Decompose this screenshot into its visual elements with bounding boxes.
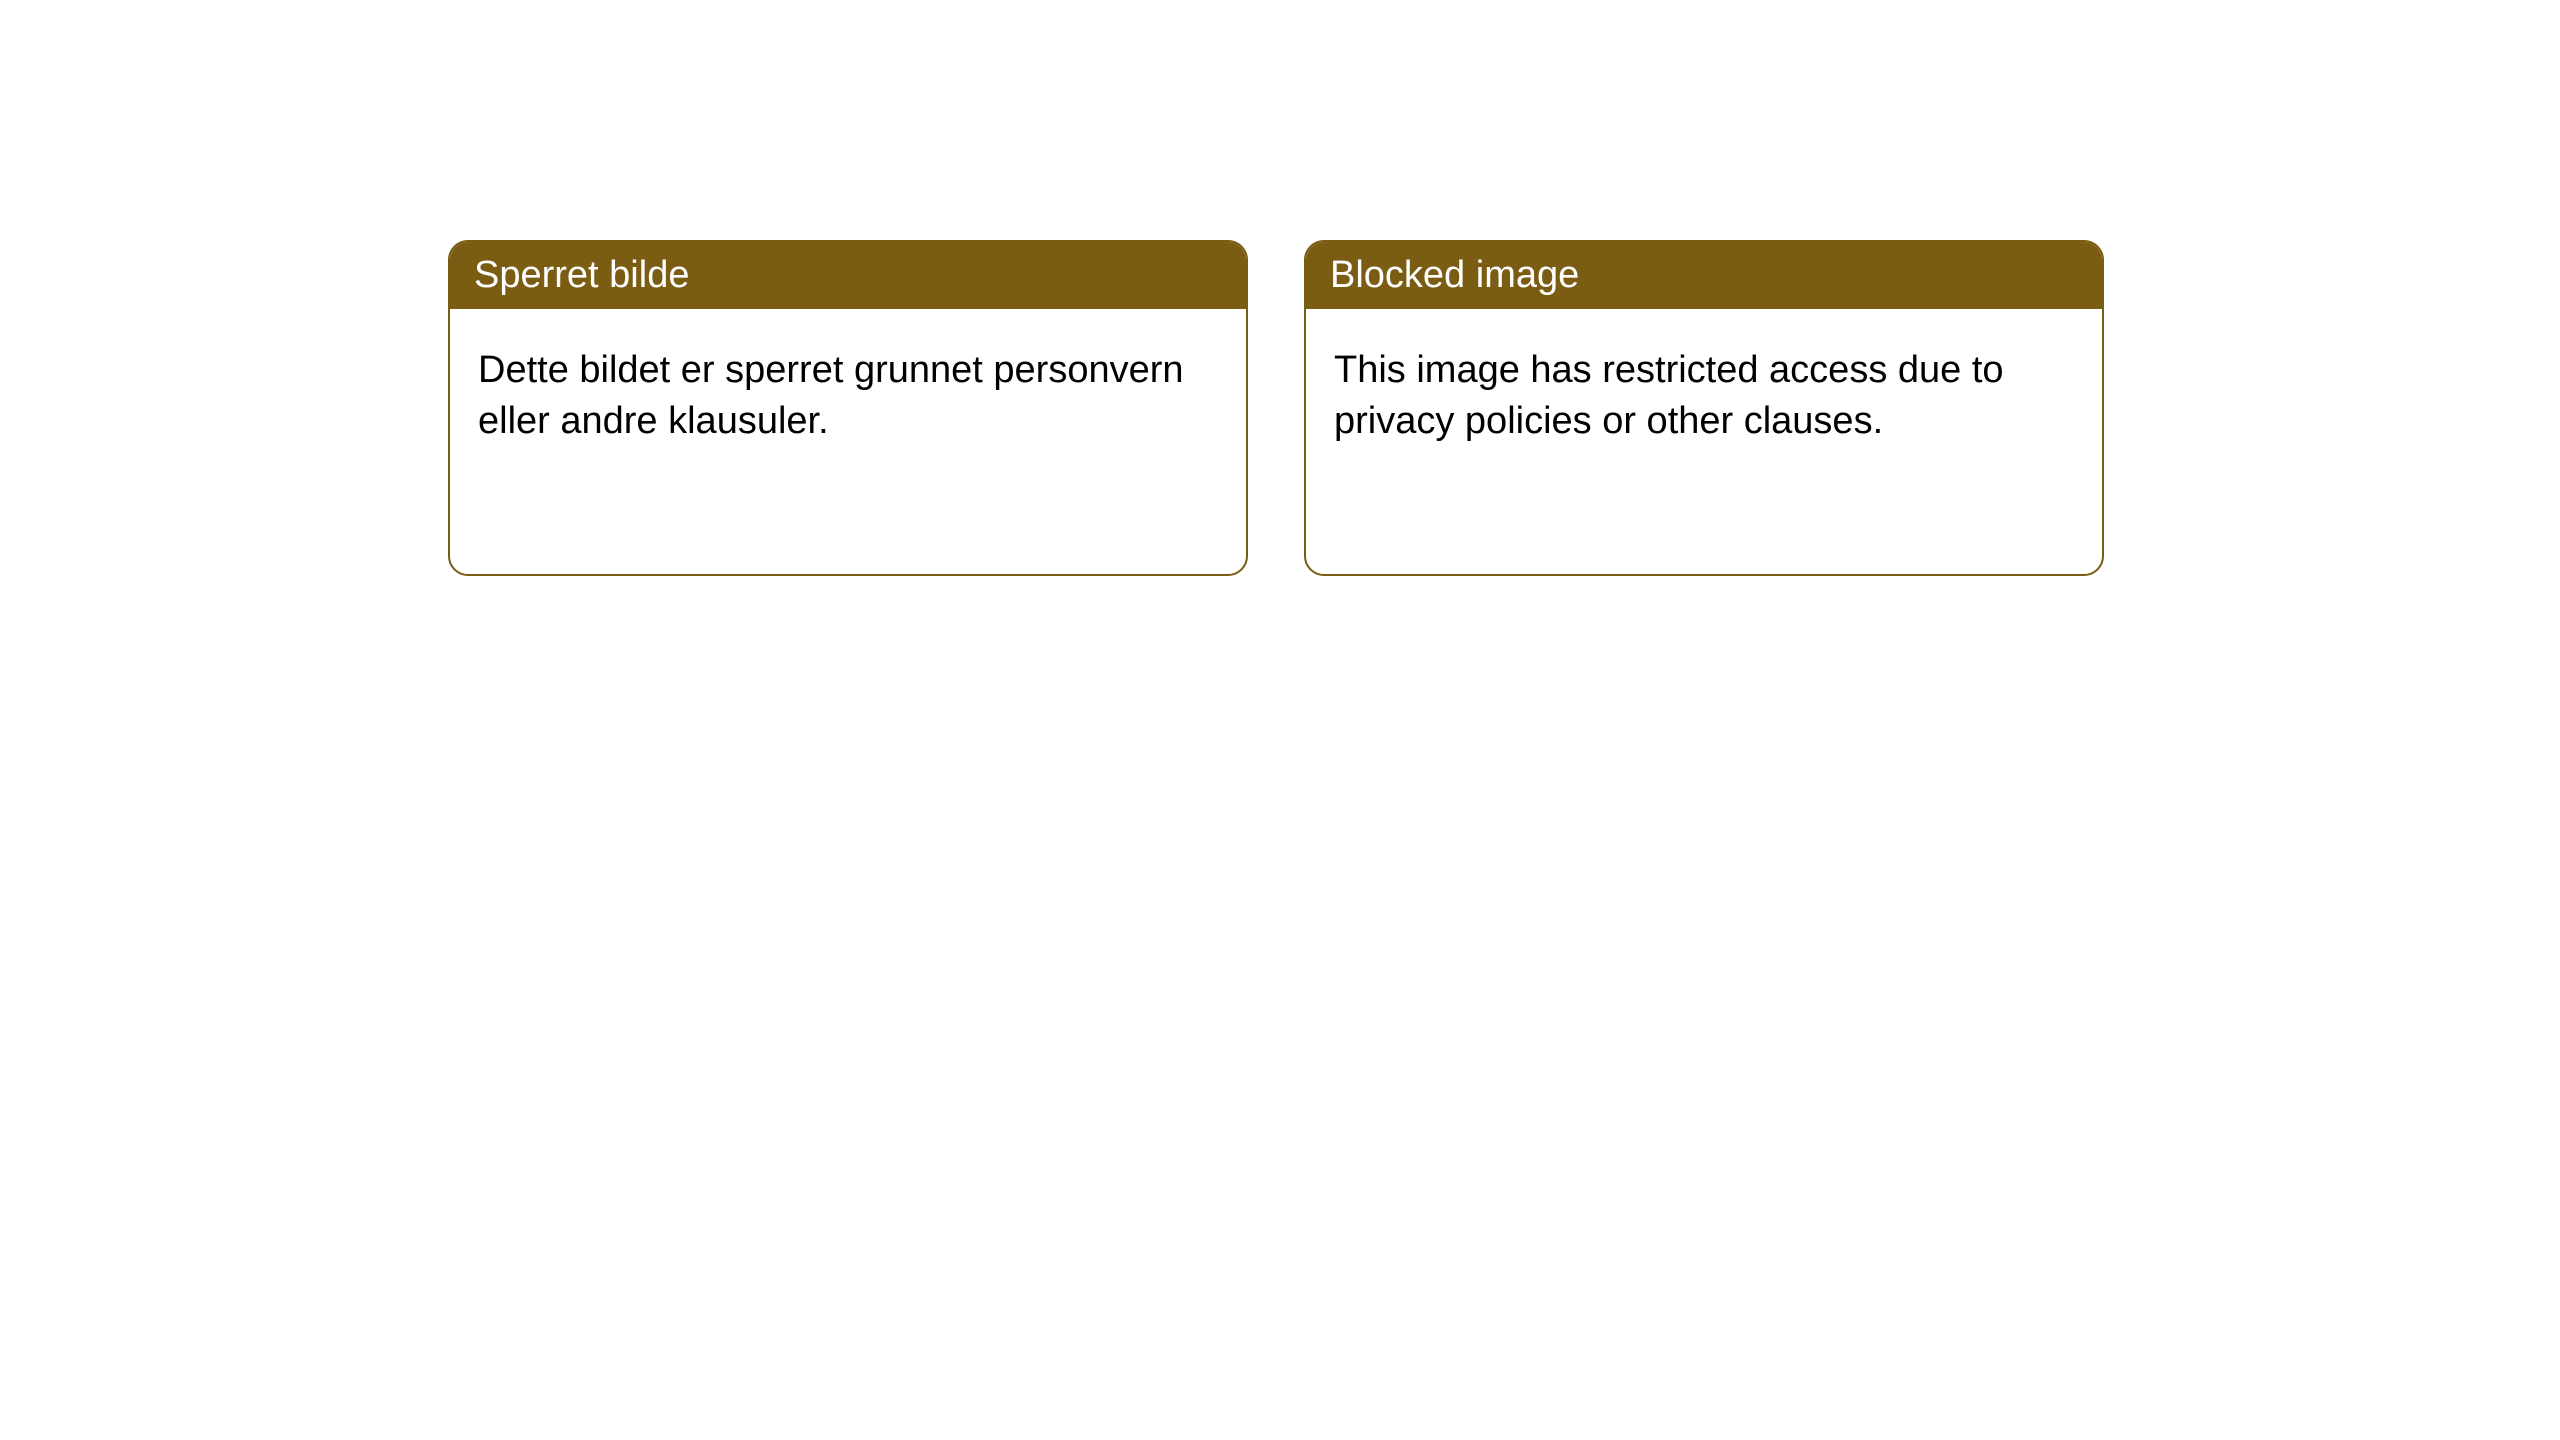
notice-container: Sperret bilde Dette bildet er sperret gr… xyxy=(0,0,2560,576)
card-header: Blocked image xyxy=(1306,242,2102,309)
card-header: Sperret bilde xyxy=(450,242,1246,309)
notice-card-english: Blocked image This image has restricted … xyxy=(1304,240,2104,576)
notice-card-norwegian: Sperret bilde Dette bildet er sperret gr… xyxy=(448,240,1248,576)
card-title: Sperret bilde xyxy=(474,254,689,296)
card-body: Dette bildet er sperret grunnet personve… xyxy=(450,309,1246,484)
card-title: Blocked image xyxy=(1330,254,1579,296)
card-body: This image has restricted access due to … xyxy=(1306,309,2102,484)
card-body-text: Dette bildet er sperret grunnet personve… xyxy=(478,349,1184,442)
card-body-text: This image has restricted access due to … xyxy=(1334,349,2004,442)
